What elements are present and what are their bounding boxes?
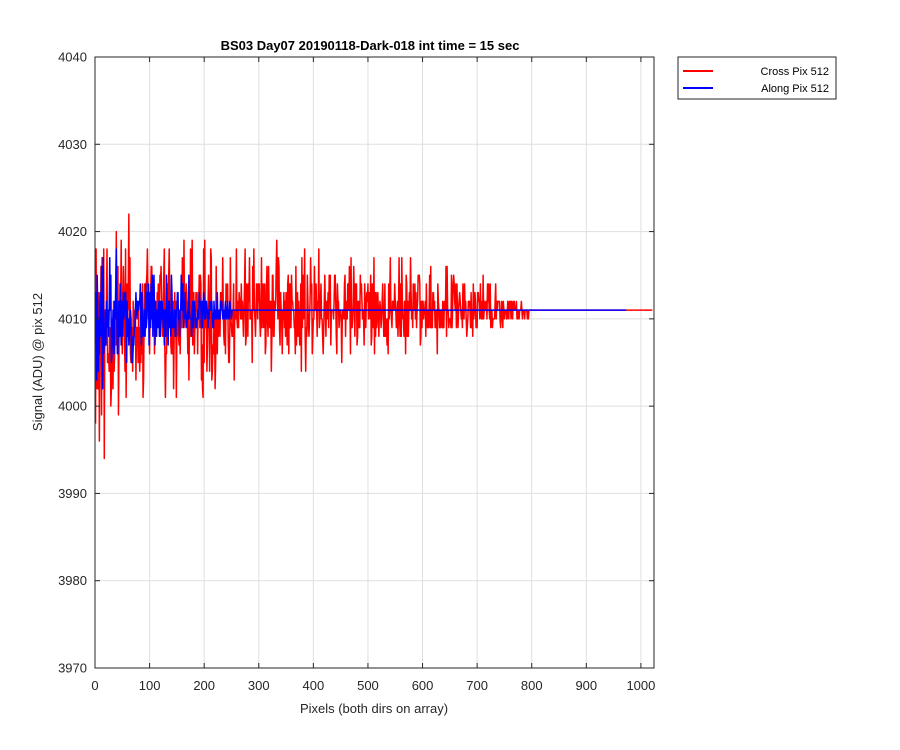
x-tick-label: 600 (412, 678, 434, 693)
x-axis-ticks: 0 100 200 300 400 500 600 700 800 900 1000 (91, 57, 655, 693)
x-tick-label: 100 (139, 678, 161, 693)
series-line-along-pix-512 (95, 248, 627, 390)
series-layer (95, 213, 653, 460)
x-tick-label: 300 (248, 678, 270, 693)
axes-box (94, 56, 655, 669)
x-axis-label: Pixels (both dirs on array) (300, 701, 448, 716)
plot-area: 0 100 200 300 400 500 600 700 800 900 1000 3970 398… (58, 50, 655, 694)
y-tick-label: 3990 (58, 486, 87, 501)
legend-label-cross: Cross Pix 512 (761, 66, 829, 78)
x-tick-label: 200 (193, 678, 215, 693)
y-tick-label: 4030 (58, 137, 87, 152)
y-tick-label: 4020 (58, 224, 87, 239)
x-tick-label: 500 (357, 678, 379, 693)
plot-background (95, 57, 654, 668)
x-tick-label: 900 (575, 678, 597, 693)
legend-box (677, 56, 837, 100)
y-tick-label: 3970 (58, 661, 87, 676)
x-tick-label: 400 (303, 678, 325, 693)
y-tick-label: 4040 (58, 50, 87, 65)
y-tick-label: 3980 (58, 573, 87, 588)
y-tick-label: 4010 (58, 311, 87, 326)
x-tick-label: 800 (521, 678, 543, 693)
chart-title: BS03 Day07 20190118-Dark-018 int time = … (221, 38, 520, 53)
x-tick-label: 0 (91, 678, 98, 693)
x-tick-label: 1000 (626, 678, 655, 693)
y-axis-label: Signal (ADU) @ pix 512 (30, 293, 45, 431)
x-tick-label: 700 (466, 678, 488, 693)
y-axis-ticks: 3970 3980 3990 4000 4010 4020 4030 4040 (58, 50, 654, 676)
legend-label-along: Along Pix 512 (761, 83, 829, 95)
y-tick-label: 4000 (58, 399, 87, 414)
legend: Cross Pix 512 Along Pix 512 (677, 56, 837, 100)
